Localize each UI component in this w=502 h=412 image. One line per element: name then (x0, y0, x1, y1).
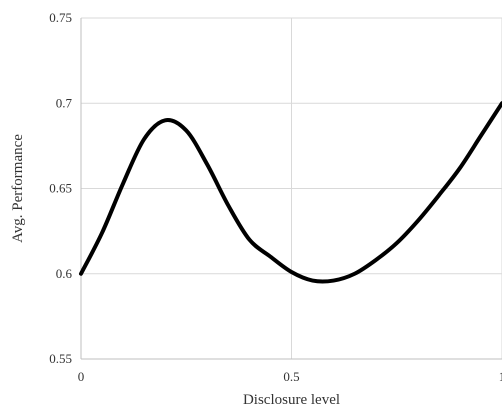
series-line (79, 101, 502, 284)
y-axis-title: Avg. Performance (10, 134, 26, 243)
x-tick-label: 0.5 (283, 369, 299, 384)
y-tick-label: 0.65 (49, 181, 72, 196)
x-tick-labels: 0 0.5 1 (78, 369, 502, 384)
axes-layer (80, 18, 502, 360)
y-tick-label: 0.55 (49, 351, 72, 366)
y-tick-label: 0.75 (49, 10, 72, 25)
x-axis-title: Disclosure level (243, 392, 340, 408)
x-tick-label: 1 (499, 369, 502, 384)
y-tick-label: 0.6 (56, 266, 73, 281)
series-layer (79, 101, 502, 284)
y-tick-label: 0.7 (56, 95, 73, 110)
y-tick-labels: 0.55 0.6 0.65 0.7 0.75 (49, 10, 72, 366)
x-tick-label: 0 (78, 369, 85, 384)
grid-layer (81, 17, 502, 359)
